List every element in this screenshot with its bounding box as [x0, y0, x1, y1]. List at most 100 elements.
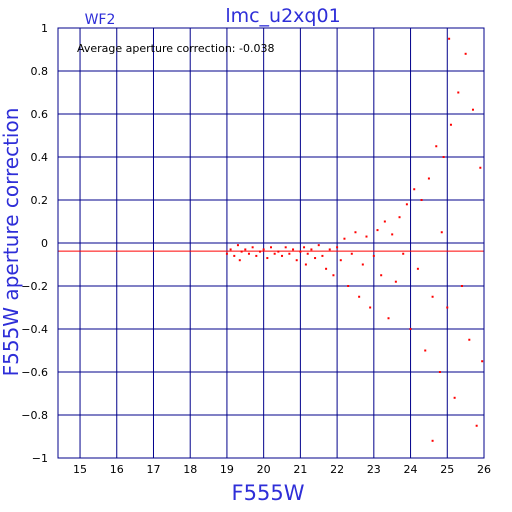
data-point [446, 306, 449, 309]
data-point [442, 156, 445, 158]
data-point [295, 259, 298, 262]
y-tick-labels: −1 −0.8 −0.6 −0.4 −0.2 0 0.2 0.4 0.6 0.8 1 [21, 22, 48, 465]
data-point [479, 166, 482, 169]
data-point [229, 248, 232, 251]
data-point [299, 250, 302, 253]
data-point [354, 231, 357, 234]
data-point [383, 220, 386, 223]
data-point [369, 306, 372, 309]
y-tick-label: −0.8 [21, 409, 48, 422]
data-point [394, 280, 397, 283]
x-tick-label: 26 [477, 463, 491, 476]
y-tick-label: 0.4 [31, 151, 49, 164]
y-tick-label: −0.6 [21, 366, 48, 379]
data-point [343, 237, 346, 240]
x-tick-label: 23 [367, 463, 381, 476]
data-point [427, 177, 430, 180]
data-point [336, 246, 339, 249]
data-point [402, 252, 405, 255]
data-point [281, 254, 284, 257]
data-point [405, 203, 408, 206]
data-point [244, 248, 247, 251]
data-point [339, 259, 342, 262]
data-point [457, 91, 460, 94]
plot-frame [57, 27, 485, 459]
x-tick-label: 16 [110, 463, 124, 476]
data-point [372, 254, 375, 257]
data-point [376, 229, 379, 232]
x-tick-label: 19 [220, 463, 234, 476]
average-annotation: Average aperture correction: -0.038 [77, 42, 274, 55]
x-axis-title: F555W [232, 481, 305, 505]
x-tick-labels: 15 16 17 18 19 20 21 22 23 24 25 26 [73, 463, 491, 476]
y-tick-label: −1 [32, 452, 48, 465]
data-point [317, 244, 320, 247]
data-point [471, 108, 474, 111]
y-tick-label: −0.2 [21, 280, 48, 293]
data-point [416, 267, 419, 270]
data-point [270, 246, 272, 249]
data-point [247, 252, 250, 255]
data-point [310, 248, 313, 251]
data-points [225, 37, 484, 442]
y-tick-label: −0.4 [21, 323, 48, 336]
data-point [233, 254, 236, 257]
data-point [321, 254, 324, 257]
data-point [292, 248, 295, 251]
data-point [255, 254, 258, 257]
data-point [435, 145, 438, 148]
data-point [350, 252, 353, 255]
data-point [273, 252, 276, 255]
data-point [347, 285, 350, 287]
data-point [314, 257, 317, 260]
data-point [424, 349, 427, 352]
x-tick-label: 24 [404, 463, 418, 476]
x-tick-label: 21 [293, 463, 307, 476]
data-point [438, 371, 441, 373]
x-tick-label: 25 [440, 463, 454, 476]
x-tick-label: 22 [330, 463, 344, 476]
data-point [448, 37, 451, 40]
data-point [240, 250, 243, 253]
data-point [380, 274, 383, 277]
data-point [358, 295, 361, 298]
data-point [453, 396, 456, 399]
grid-lines [58, 27, 485, 459]
y-tick-label: 0 [41, 237, 48, 250]
data-point [460, 285, 463, 287]
data-point [225, 252, 228, 255]
data-point [251, 246, 254, 249]
data-point [398, 216, 401, 219]
data-point [464, 52, 467, 55]
x-tick-label: 20 [257, 463, 271, 476]
data-point [258, 250, 261, 253]
data-point [431, 295, 434, 298]
data-point [420, 199, 423, 201]
data-point [361, 263, 364, 266]
data-point [365, 235, 368, 238]
data-point [481, 360, 484, 363]
panel-label: WF2 [85, 12, 116, 28]
data-point [262, 248, 265, 251]
y-tick-label: 0.8 [31, 65, 49, 78]
data-point [475, 424, 478, 427]
data-point [288, 252, 291, 255]
data-point [236, 244, 239, 247]
data-point [332, 274, 335, 277]
data-point [431, 439, 434, 442]
data-point [284, 246, 287, 249]
x-tick-label: 15 [73, 463, 87, 476]
y-axis-title: F555W aperture correction [0, 108, 23, 377]
data-point [325, 267, 328, 270]
data-point [303, 246, 306, 249]
data-point [304, 263, 307, 266]
data-point [468, 338, 471, 341]
y-tick-label: 0.6 [31, 108, 49, 121]
y-tick-label: 1 [41, 22, 48, 35]
data-point [413, 188, 416, 191]
data-point [277, 250, 280, 253]
x-tick-label: 17 [146, 463, 160, 476]
x-tick-label: 18 [183, 463, 197, 476]
y-tick-label: 0.2 [31, 194, 49, 207]
